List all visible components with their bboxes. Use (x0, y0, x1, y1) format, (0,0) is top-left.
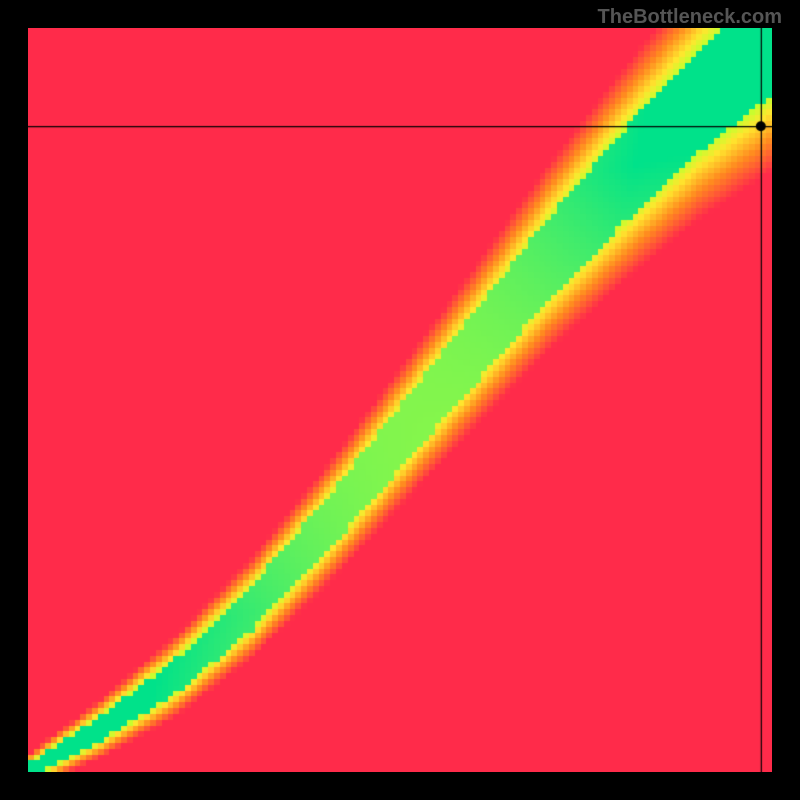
chart-container: TheBottleneck.com (0, 0, 800, 800)
watermark-text: TheBottleneck.com (598, 6, 782, 29)
overlay-canvas (28, 28, 772, 772)
